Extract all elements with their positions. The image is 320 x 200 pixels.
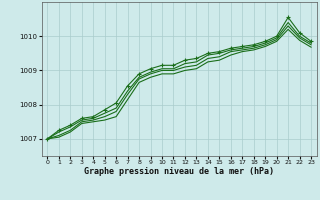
X-axis label: Graphe pression niveau de la mer (hPa): Graphe pression niveau de la mer (hPa) [84,167,274,176]
